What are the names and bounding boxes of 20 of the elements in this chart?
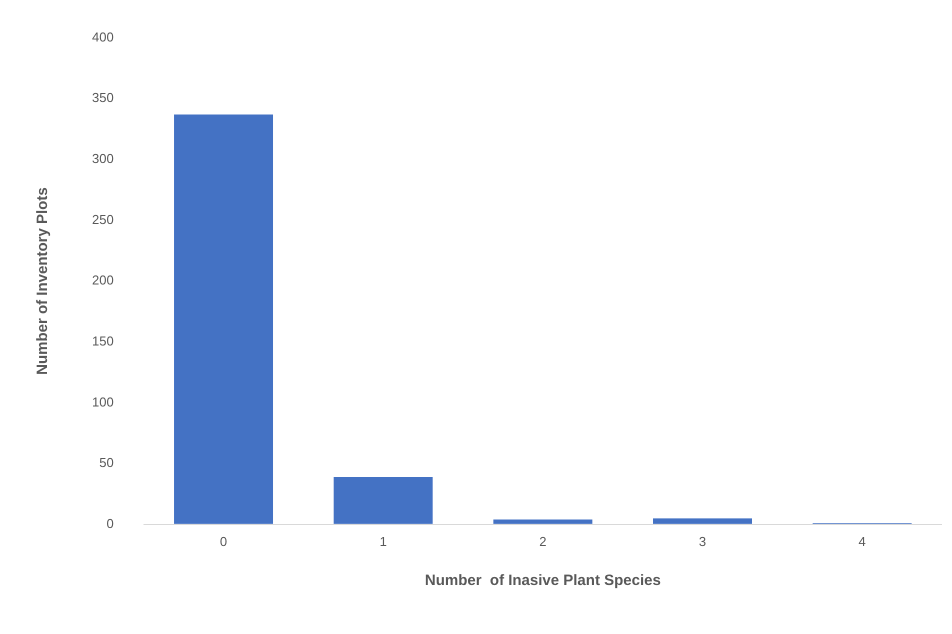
- bar: [493, 520, 592, 524]
- y-tick-label: 150: [92, 334, 114, 349]
- y-tick-label: 250: [92, 212, 114, 227]
- y-tick-label: 350: [92, 90, 114, 106]
- x-axis-title: Number of Inasive Plant Species: [424, 572, 661, 590]
- x-tick-label: 4: [858, 534, 866, 549]
- x-tick-label: 2: [539, 534, 546, 549]
- y-axis-title: Number of Inventory Plots: [34, 187, 52, 375]
- x-tick-label: 1: [380, 534, 387, 549]
- y-tick-label: 0: [106, 516, 114, 531]
- y-tick-label: 400: [92, 29, 114, 44]
- x-tick-label: 3: [698, 534, 706, 549]
- y-tick-label: 300: [92, 151, 114, 166]
- bar: [174, 114, 274, 524]
- y-tick-label: 100: [92, 394, 114, 410]
- bar: [334, 476, 433, 524]
- y-tick-label: 200: [92, 272, 114, 288]
- x-tick-label: 0: [220, 534, 228, 549]
- y-tick-label: 50: [99, 455, 114, 470]
- bar: [653, 518, 752, 524]
